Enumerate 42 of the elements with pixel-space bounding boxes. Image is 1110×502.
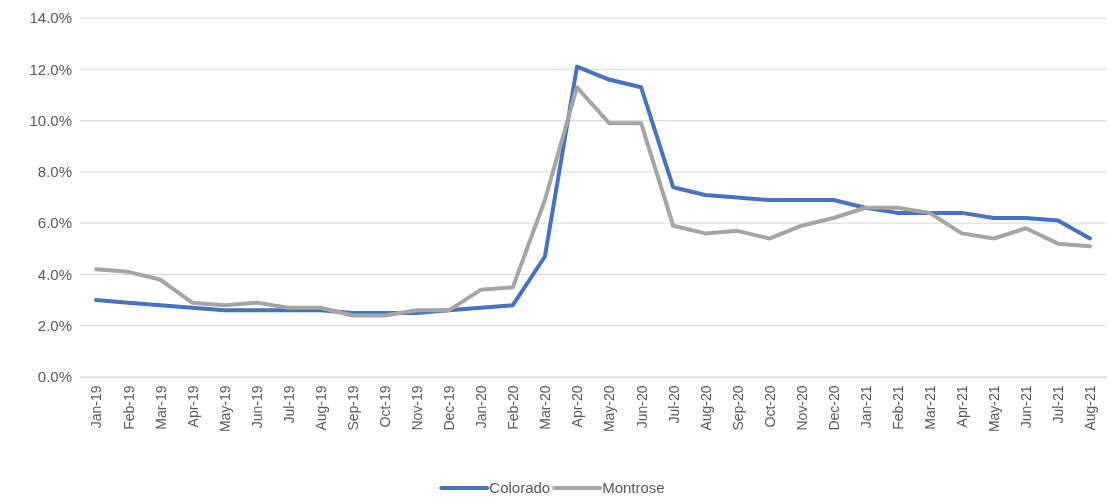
x-tick-label: Nov-20: [793, 385, 810, 431]
x-tick-label: Dec-19: [441, 385, 458, 431]
x-tick-label: May-21: [986, 385, 1003, 433]
x-tick-label: Oct-20: [761, 385, 778, 428]
y-tick-label: 6.0%: [37, 214, 72, 232]
x-tick-label: Jul-19: [280, 385, 297, 424]
x-tick-label: Aug-19: [312, 385, 329, 431]
x-tick-label: Mar-19: [152, 385, 169, 430]
x-tick-label: Jun-20: [633, 385, 650, 429]
x-tick-label: Sep-20: [729, 385, 746, 431]
y-tick-label: 14.0%: [29, 9, 72, 27]
x-tick-label: Oct-19: [376, 385, 393, 428]
x-tick-label: Dec-20: [825, 385, 842, 431]
y-tick-label: 8.0%: [37, 163, 72, 181]
y-tick-label: 4.0%: [37, 265, 72, 283]
x-tick-label: Feb-21: [889, 385, 906, 430]
y-tick-label: 10.0%: [29, 111, 72, 129]
legend-label: Colorado: [489, 479, 551, 496]
x-tick-label: Jun-19: [248, 385, 265, 429]
x-tick-label: Jan-21: [857, 385, 874, 429]
x-tick-label: Jan-20: [473, 385, 490, 429]
x-tick-label: Jul-21: [1050, 385, 1067, 424]
x-tick-label: Apr-19: [184, 385, 201, 428]
x-tick-label: Sep-19: [344, 385, 361, 431]
x-tick-label: Apr-21: [954, 385, 971, 428]
x-tick-label: May-19: [216, 385, 233, 433]
x-tick-label: Mar-21: [922, 385, 939, 430]
x-tick-label: Jan-19: [88, 385, 105, 429]
x-tick-label: Jun-21: [1018, 385, 1035, 429]
x-tick-label: Jul-20: [665, 385, 682, 424]
x-tick-label: Feb-19: [120, 385, 137, 430]
y-tick-label: 12.0%: [29, 60, 72, 78]
x-tick-label: Mar-20: [537, 385, 554, 430]
x-tick-label: Apr-20: [569, 385, 586, 428]
x-tick-label: Feb-20: [505, 385, 522, 430]
x-tick-label: Aug-21: [1082, 385, 1099, 431]
x-tick-label: Aug-20: [697, 385, 714, 431]
y-tick-label: 2.0%: [37, 317, 72, 335]
y-tick-label: 0.0%: [37, 368, 72, 386]
x-tick-label: May-20: [601, 385, 618, 433]
legend-label: Montrose: [602, 479, 665, 496]
x-tick-label: Nov-19: [409, 385, 426, 431]
